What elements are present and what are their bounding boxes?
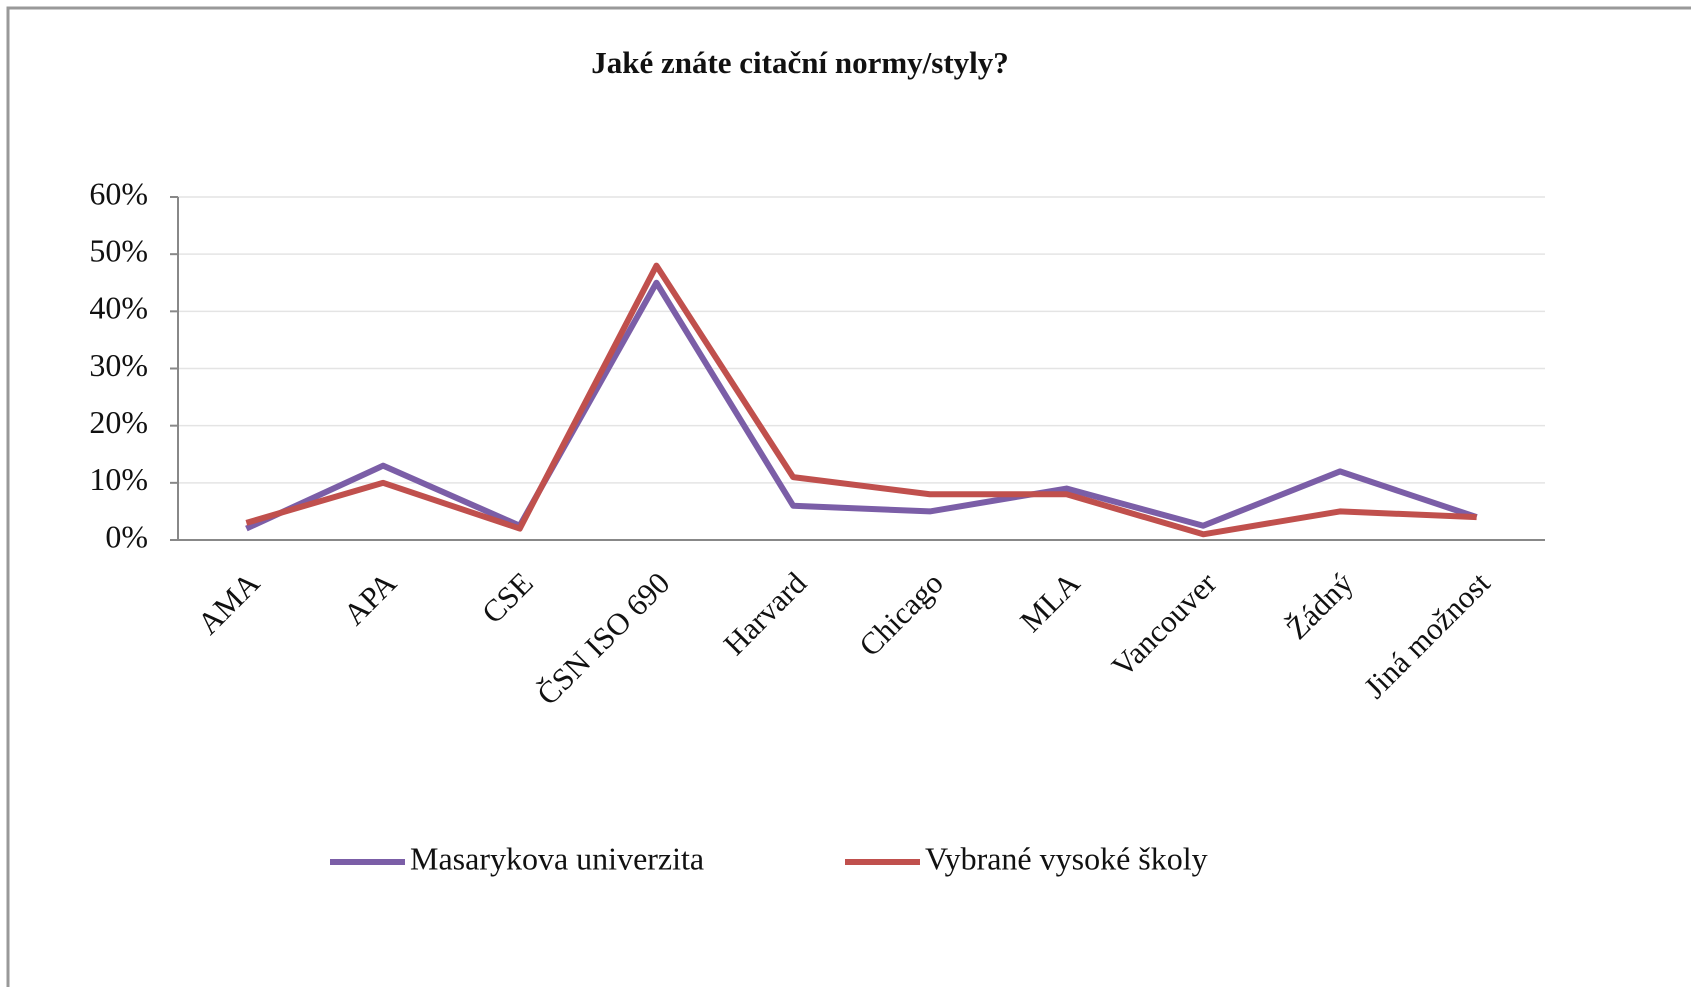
chart-title: Jaké znáte citační normy/styly? — [591, 45, 1009, 80]
series-line — [245, 279, 1478, 532]
y-tick-label: 10% — [89, 461, 148, 497]
y-tick-label: 50% — [89, 233, 148, 269]
legend-label: Vybrané vysoké školy — [925, 840, 1208, 876]
y-tick-label: 30% — [89, 347, 148, 383]
chart-frame — [6, 6, 1691, 987]
y-tick-label: 40% — [89, 290, 148, 326]
legend-label: Masarykova univerzita — [410, 840, 704, 876]
y-tick-label: 60% — [89, 175, 148, 211]
y-tick-label: 0% — [105, 518, 148, 554]
series-line — [245, 262, 1477, 538]
y-tick-label: 20% — [89, 404, 148, 440]
